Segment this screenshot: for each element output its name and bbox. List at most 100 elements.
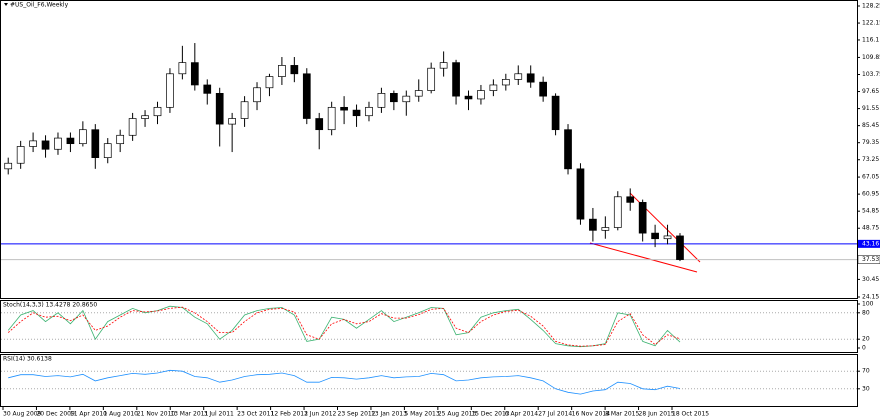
candle-body [253,87,261,103]
candle-body [128,118,137,136]
y-tick-label: 122.15 [862,20,880,27]
last-price-box [857,255,880,264]
x-tick-label: 20 Dec 2009 [36,411,75,418]
candle-body [638,202,647,234]
x-tick-label: 21 Nov 2010 [137,411,176,418]
candle-body [340,106,348,111]
candle-body [564,129,572,170]
support-label: 43.16 [862,240,879,247]
x-tick-label: 18 Oct 2015 [672,411,709,418]
candle-body [651,232,659,240]
y-tick-label: 67.05 [862,174,879,181]
x-tick-label: 25 Aug 2013 [438,411,477,418]
last-price-label: 37.53 [862,256,879,263]
candle-body [41,140,50,150]
main-frame [0,0,858,299]
x-tick-label: 30 Aug 2009 [3,411,42,418]
rsi-label: RSI(14) 30.6138 [3,356,52,363]
candle-body [601,227,610,231]
y-tick-label: 91.55 [862,105,879,112]
candle-body [402,95,411,103]
candle-body [116,134,125,145]
x-tick-label: 11 Apr 2010 [70,411,107,418]
candle-body [377,93,386,108]
candle-body [452,62,460,97]
candle-body [315,118,324,131]
stoch-signal-line [7,306,681,347]
candle-body [390,93,398,103]
y-tick-label: 128.25 [862,3,880,10]
candle-body [514,73,523,80]
candle-body [576,168,585,220]
candle-body [190,62,199,86]
candle-body [676,235,684,260]
y-tick-label: 54.85 [862,208,879,215]
x-tick-label: 15 Dec 2013 [471,411,510,418]
y-tick-label: 48.75 [862,225,879,232]
candle-body [477,90,485,100]
x-tick-label: 23 Sep 2012 [338,411,376,418]
stoch-label: Stoch(14,3,3) 13.4278 20.8650 [3,302,97,309]
x-tick-label: 13 Jan 2013 [371,411,407,418]
candle-body [327,106,336,131]
stoch-frame [0,300,858,353]
candle-body [103,143,112,158]
rsi-frame [0,354,858,407]
candle-body [166,73,174,108]
x-tick-label: 3 Jul 2011 [204,411,234,418]
candle-body [4,162,13,170]
x-tick-label: 5 May 2013 [404,411,439,418]
candle-body [54,137,62,150]
candle-body [414,90,423,97]
y-tick-label: 24.15 [862,294,879,301]
candle-body [91,129,100,158]
x-tick-label: 3 Jun 2012 [304,411,336,418]
rsi-tick-label: 30 [862,385,870,392]
candle-body [501,79,510,86]
y-tick-label: 73.25 [862,156,879,163]
x-tick-label: 23 Oct 2011 [237,411,274,418]
candle-body [489,84,498,91]
candle-body [290,65,299,75]
candle-body [29,140,37,147]
stoch-tick-label: 80 [862,309,870,316]
candle-body [613,196,622,228]
candle-body [141,115,149,119]
candle-body [539,81,547,97]
candle-body [626,196,635,203]
y-tick-label: 116.1 [862,36,879,43]
x-tick-label: 1 Aug 2010 [103,411,138,418]
chart-title: #US_Oil_F6,Weekly [10,2,69,9]
stoch-main-line [7,305,681,348]
candle-body [16,146,25,164]
x-tick-label: 8 Mar 2015 [605,411,639,418]
x-tick-label: 13 Mar 2011 [170,411,208,418]
candle-body [265,76,274,89]
candle-body [153,106,162,117]
candle-body [663,235,672,240]
candle-body [278,65,286,77]
stoch-tick-label: 20 [862,336,870,343]
candle-body [551,95,560,131]
stoch-tick-label: 0 [862,345,866,352]
y-tick-label: 109.85 [862,54,880,61]
y-tick-label: 60.95 [862,191,879,198]
candle-body [66,137,75,145]
candle-body [302,73,311,119]
candle-body [203,84,212,94]
x-tick-label: 6 Apr 2014 [505,411,538,418]
candle-body [427,67,436,91]
y-tick-label: 30.45 [862,276,879,283]
candle-body [178,62,187,75]
candle-body [464,95,473,100]
rsi-line [8,369,681,395]
x-tick-label: 27 Jul 2014 [538,411,572,418]
candle-body [439,62,448,69]
symbol-icon [4,3,8,6]
x-tick-label: 12 Feb 2012 [271,411,309,418]
x-tick-label: 28 Jun 2015 [639,411,675,418]
candle-body [365,106,373,117]
y-tick-label: 85.45 [862,122,879,129]
stoch-tick-label: 100 [862,301,874,308]
